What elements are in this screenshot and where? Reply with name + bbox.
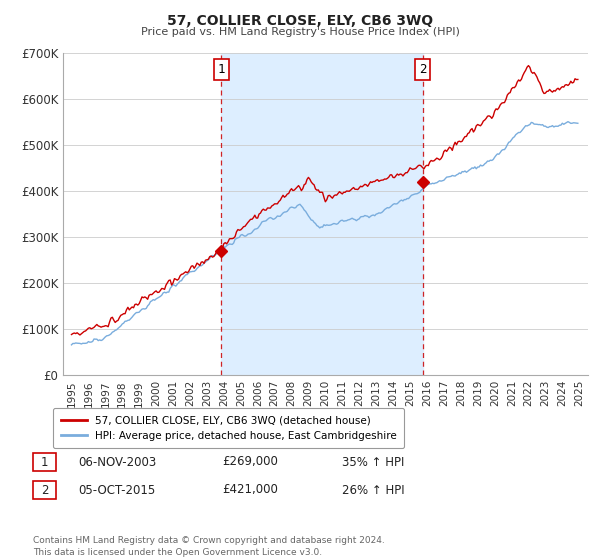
Text: 2: 2: [419, 63, 427, 76]
Text: 1: 1: [41, 455, 48, 469]
Legend: 57, COLLIER CLOSE, ELY, CB6 3WQ (detached house), HPI: Average price, detached h: 57, COLLIER CLOSE, ELY, CB6 3WQ (detache…: [53, 408, 404, 448]
Text: 06-NOV-2003: 06-NOV-2003: [78, 455, 156, 469]
Text: £269,000: £269,000: [222, 455, 278, 469]
Text: 1: 1: [218, 63, 225, 76]
Text: £421,000: £421,000: [222, 483, 278, 497]
Text: 26% ↑ HPI: 26% ↑ HPI: [342, 483, 404, 497]
Text: 35% ↑ HPI: 35% ↑ HPI: [342, 455, 404, 469]
Bar: [221, 53, 423, 375]
Text: Price paid vs. HM Land Registry's House Price Index (HPI): Price paid vs. HM Land Registry's House …: [140, 27, 460, 37]
Text: 57, COLLIER CLOSE, ELY, CB6 3WQ: 57, COLLIER CLOSE, ELY, CB6 3WQ: [167, 14, 433, 28]
Text: Contains HM Land Registry data © Crown copyright and database right 2024.
This d: Contains HM Land Registry data © Crown c…: [33, 536, 385, 557]
Text: 2: 2: [41, 483, 48, 497]
Text: 05-OCT-2015: 05-OCT-2015: [78, 483, 155, 497]
